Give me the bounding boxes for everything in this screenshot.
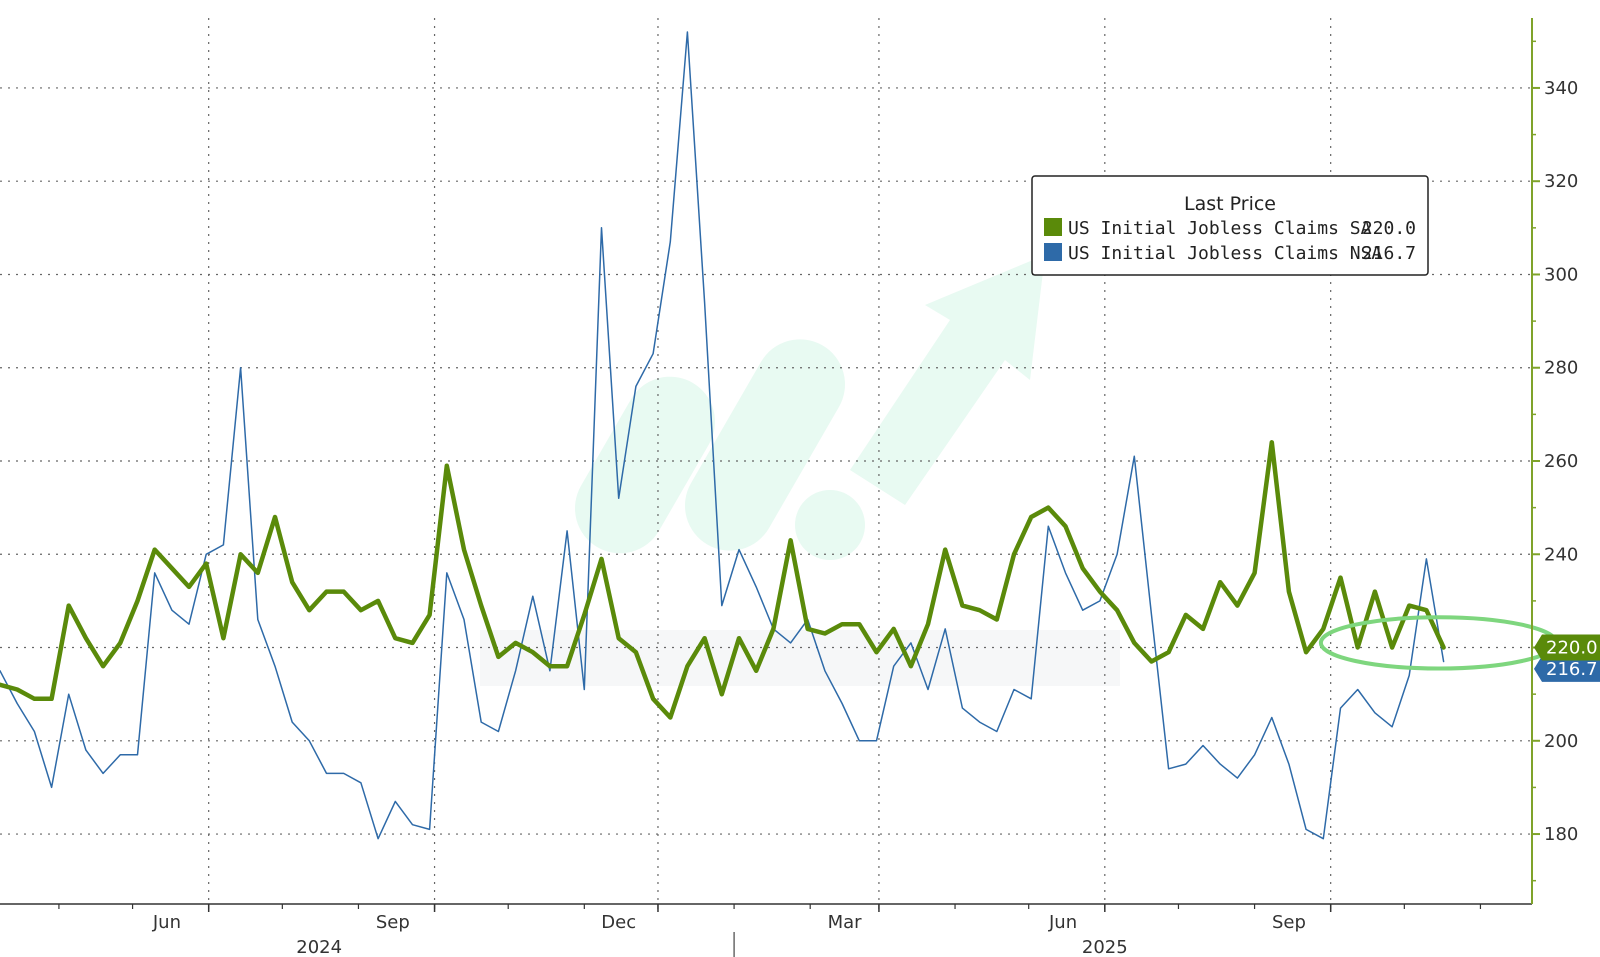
tag-label: 216.7: [1546, 659, 1598, 680]
tag-shape: [1534, 655, 1600, 682]
legend-box: [1031, 175, 1429, 276]
y-tick-label: 320: [1544, 171, 1578, 192]
x-year-label: 2024: [296, 937, 342, 957]
series-line: [0, 31, 1445, 840]
x-tick-label: Sep: [376, 912, 410, 933]
y-tick-label: 240: [1544, 544, 1578, 565]
x-tick-label: Jun: [152, 912, 181, 933]
series-line: [0, 440, 1446, 720]
legend-value-sa: 220.0: [1362, 218, 1416, 239]
x-tick-label: Dec: [601, 912, 636, 933]
legend-swatch-nsa: [1044, 243, 1062, 261]
series-layer: [0, 31, 1446, 840]
watermark-logo: [480, 255, 1120, 686]
legend-swatch-sa: [1044, 218, 1062, 236]
tag-shape: [1534, 634, 1600, 661]
axes: 180200220240260280300320340JunSepDecMarJ…: [0, 18, 1578, 957]
last-value-tag: 220.0: [1534, 634, 1600, 661]
legend: Last Price US Initial Jobless Claims SA …: [1031, 175, 1429, 276]
x-tick-label: Mar: [828, 912, 863, 933]
y-tick-label: 340: [1544, 78, 1578, 99]
y-tick-label: 280: [1544, 358, 1578, 379]
x-tick-label: Sep: [1272, 912, 1306, 933]
x-year-label: 2025: [1082, 937, 1128, 957]
y-tick-label: 180: [1544, 824, 1578, 845]
tag-label: 220.0: [1546, 638, 1598, 659]
x-tick-label: Jun: [1048, 912, 1077, 933]
last-value-tag: 216.7: [1534, 655, 1600, 682]
legend-label-nsa: US Initial Jobless Claims NSA: [1068, 243, 1382, 264]
y-tick-label: 300: [1544, 264, 1578, 285]
y-tick-label: 200: [1544, 731, 1578, 752]
y-tick-label: 260: [1544, 451, 1578, 472]
legend-value-nsa: 216.7: [1362, 243, 1416, 264]
legend-label-sa: US Initial Jobless Claims SA: [1068, 218, 1372, 239]
legend-title: Last Price: [1184, 193, 1276, 215]
